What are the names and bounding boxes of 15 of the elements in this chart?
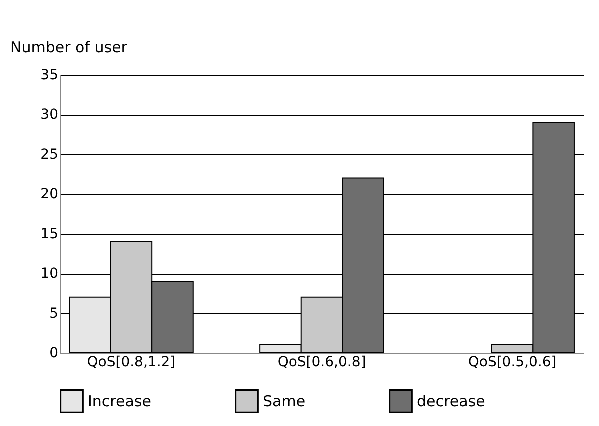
legend-label: Increase [88,392,152,410]
y-axis-title: Number of user [10,38,128,56]
y-tick-label: 30 [40,107,58,124]
y-tick-label: 0 [50,346,58,362]
x-tick-label: QoS[0.8,1.2] [87,354,176,370]
y-tick-label: 15 [40,226,58,242]
legend-label: decrease [417,392,486,410]
y-tick-label: 10 [40,266,58,282]
y-tick-label: 5 [50,306,58,322]
y-tick-label: 20 [40,186,58,203]
x-tick-label: QoS[0.6,0.8] [278,354,366,370]
legend-label: Same [263,392,306,410]
y-tick-label: 35 [40,68,58,84]
y-tick-label: 25 [40,146,58,163]
x-tick-label: QoS[0.5,0.6] [468,354,557,370]
